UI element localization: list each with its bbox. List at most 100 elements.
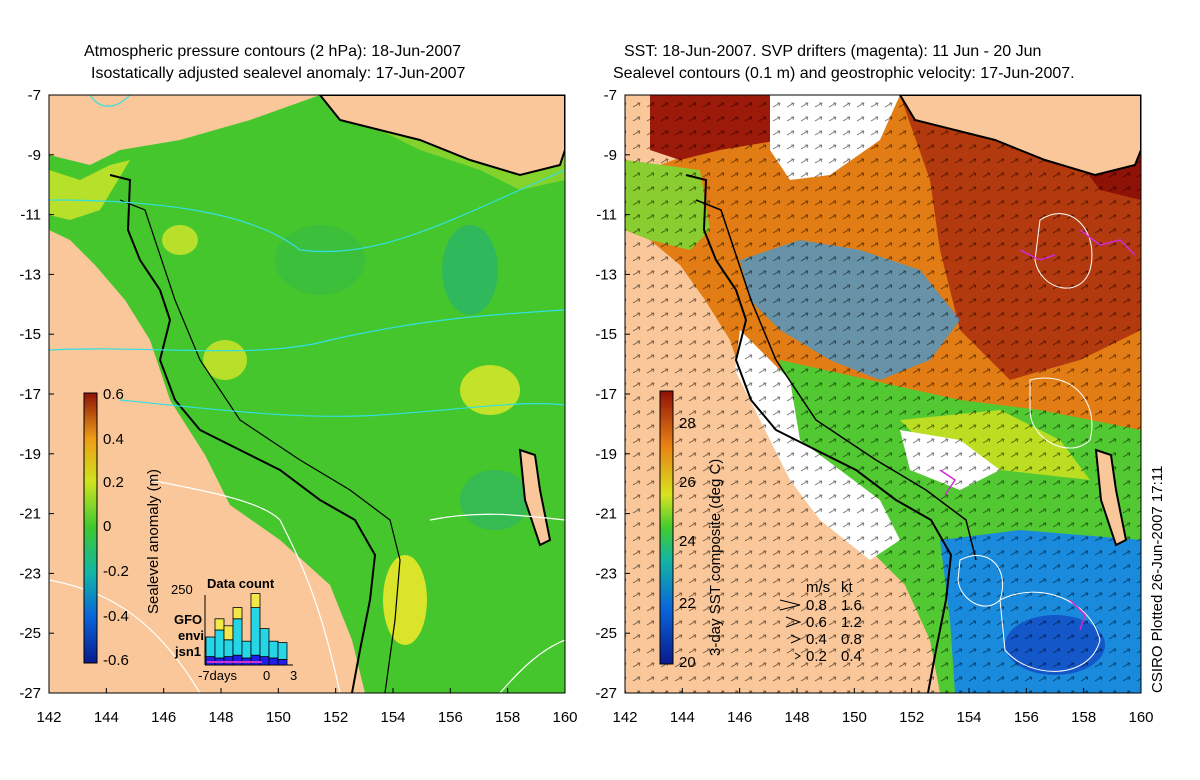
sst-colorbar — [659, 390, 674, 665]
sla-low-anomaly — [460, 470, 530, 530]
y-tick-label: -25 — [19, 625, 41, 642]
y-tick-label: -23 — [595, 565, 617, 582]
bar-gfo — [250, 593, 261, 608]
inset-bars — [205, 593, 288, 666]
sla-colorbar-label: Sealevel anomaly (m) — [145, 469, 162, 614]
x-tick-label: 152 — [899, 709, 924, 726]
bar-gfo — [214, 618, 225, 631]
x-tick-label: 144 — [94, 709, 119, 726]
y-tick-label: -21 — [19, 506, 41, 523]
bar-jsn1 — [259, 656, 270, 666]
velocity-legend: m/s kt 0.8 1.6 0.6 1.2 0.4 0.8 0.2 0.4 — [779, 579, 862, 665]
x-tick-label: 146 — [727, 709, 752, 726]
drifter-track — [1079, 229, 1136, 256]
y-tick-label: -25 — [595, 625, 617, 642]
left-title-line1: Atmospheric pressure contours (2 hPa): 1… — [84, 43, 462, 60]
velocity-unit-ms: m/s — [806, 579, 830, 596]
x-tick-label: 158 — [495, 709, 520, 726]
inset-ymax: 250 — [171, 582, 193, 597]
sla-high-anomaly — [460, 365, 520, 415]
sealevel-contour — [957, 555, 1004, 607]
velocity-kt: 0.8 — [841, 631, 862, 648]
sla-low-anomaly — [442, 225, 498, 315]
sla-tick: -0.6 — [103, 652, 129, 669]
bar-jsn1 — [268, 657, 279, 666]
pressure-contour — [89, 95, 131, 107]
bar-envi — [232, 618, 243, 656]
bar-jsn1 — [205, 656, 216, 666]
velocity-arrow-icon — [790, 634, 802, 644]
sealevel-contour — [1034, 213, 1093, 289]
bar-envi — [205, 636, 216, 658]
y-tick-label: -15 — [19, 326, 41, 343]
x-tick-label: 148 — [208, 709, 233, 726]
sst-tick: 26 — [679, 474, 696, 491]
legend-gfo: GFO — [174, 612, 202, 627]
y-tick-label: -9 — [604, 147, 617, 164]
bar-envi — [268, 640, 279, 659]
velocity-kt: 1.2 — [841, 614, 862, 631]
bar-gfo — [232, 607, 243, 620]
sla-colorbar — [83, 392, 98, 664]
x-tick-label: 158 — [1071, 709, 1096, 726]
sla-high-anomaly — [383, 555, 427, 645]
y-tick-label: -11 — [20, 207, 41, 224]
sst-colorbar-ticks: 28 26 24 22 20 — [679, 415, 696, 671]
sealevel-contour — [999, 591, 1101, 672]
sst-tick: 20 — [679, 654, 696, 671]
left-map — [49, 95, 565, 693]
x-tick-label: 160 — [1128, 709, 1153, 726]
sla-tick: -0.2 — [103, 563, 129, 580]
y-tick-label: -21 — [595, 506, 617, 523]
y-tick-label: -13 — [595, 266, 617, 283]
velocity-ms: 0.2 — [806, 648, 827, 665]
inset-xlabel: 3 — [290, 668, 297, 683]
pressure-contour — [49, 579, 201, 693]
y-tick-label: -17 — [19, 386, 41, 403]
inset-title: Data count — [207, 576, 275, 591]
right-map — [625, 95, 1141, 693]
png-coastline — [898, 95, 1141, 177]
y-tick-label: -27 — [19, 685, 41, 702]
pressure-contour — [429, 513, 565, 521]
velocity-ms: 0.6 — [806, 614, 827, 631]
bar-envi — [214, 629, 225, 659]
right-title-line1: SST: 18-Jun-2007. SVP drifters (magenta)… — [624, 43, 1042, 60]
x-tick-label: 154 — [956, 709, 981, 726]
bar-envi — [241, 640, 252, 659]
bar-envi — [250, 607, 261, 656]
sla-tick: 0.4 — [103, 431, 124, 448]
y-tick-label: -19 — [19, 446, 41, 463]
y-tick-label: -11 — [596, 207, 617, 224]
velocity-unit-kt: kt — [841, 579, 854, 596]
x-tick-label: 156 — [1014, 709, 1039, 726]
y-tick-label: -15 — [595, 326, 617, 343]
reef-outline — [119, 199, 401, 693]
sla-tick: 0 — [103, 518, 111, 535]
island-outline — [1094, 448, 1128, 547]
sst-tick: 22 — [679, 595, 696, 612]
sst-tick: 28 — [679, 415, 696, 432]
australia-coastline — [685, 174, 953, 693]
y-tick-label: -7 — [604, 87, 617, 104]
velocity-ms: 0.8 — [806, 597, 827, 614]
bar-gfo — [223, 625, 234, 641]
x-tick-label: 156 — [438, 709, 463, 726]
bar-envi — [223, 639, 234, 657]
x-tick-label: 150 — [842, 709, 867, 726]
left-axes: 142 144 146 148 150 152 154 156 158 160 -7 -9 -11 -13… — [19, 87, 577, 726]
pressure-contour — [119, 399, 565, 417]
sealevel-contour — [1029, 377, 1093, 449]
sla-tick: -0.4 — [103, 608, 129, 625]
right-axes: 142 144 146 148 150 152 154 156 158 160 -7 -9 -11 -13… — [595, 87, 1153, 726]
right-title-line2: Sealevel contours (0.1 m) and geostrophi… — [613, 65, 1075, 82]
drifter-track — [1069, 599, 1086, 631]
bar-jsn1 — [250, 654, 261, 666]
velocity-kt: 0.4 — [841, 648, 862, 665]
sla-gulf-field — [49, 160, 130, 220]
drifter-track — [1019, 249, 1056, 261]
legend-envi: envi — [178, 628, 204, 643]
drifter-track — [939, 469, 957, 496]
bar-jsn1 — [232, 654, 243, 666]
